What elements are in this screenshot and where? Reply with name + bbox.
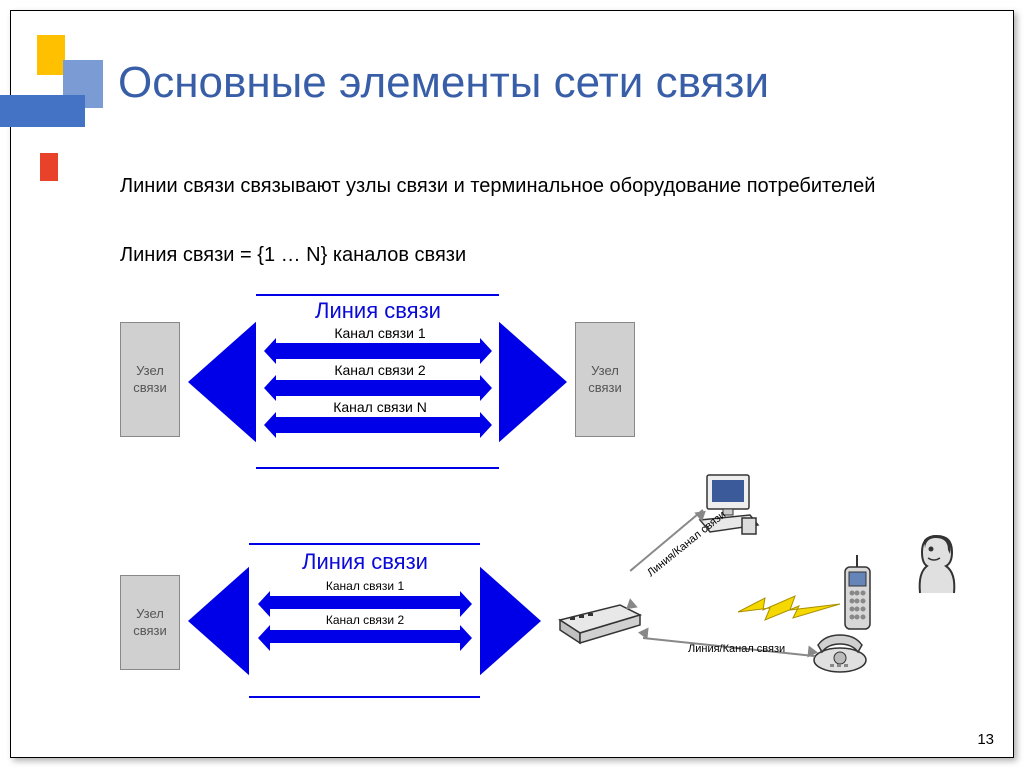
channel-arrow-1-3	[276, 417, 480, 433]
page-number: 13	[977, 731, 994, 748]
arrowhead-4	[807, 646, 818, 659]
channel-label-1-3: Канал связи N	[280, 399, 480, 415]
channel-arrow-2-2	[270, 630, 460, 643]
link-title-1: Линия связи	[258, 298, 498, 324]
channel-arrow-2-1	[270, 596, 460, 609]
channel-label-2-2: Канал связи 2	[270, 613, 460, 627]
deco-red-block	[40, 153, 58, 181]
link-title-2: Линия связи	[250, 549, 480, 575]
person-icon	[900, 518, 970, 598]
big-arrow-left-2	[188, 565, 251, 677]
description-2: Линия связи = {1 … N} каналов связи	[120, 242, 466, 268]
description-1: Линии связи связывают узлы связи и терми…	[120, 173, 900, 199]
channel-label-2-1: Канал связи 1	[270, 579, 460, 593]
channel-label-1-1: Канал связи 1	[280, 325, 480, 341]
big-arrow-left-1	[188, 320, 258, 444]
phone-icon	[810, 630, 870, 678]
deco-blue-large	[0, 95, 85, 127]
big-arrow-right-2	[478, 565, 541, 677]
node-right-1: Узел связи	[575, 322, 635, 437]
lightning-icon	[735, 590, 845, 630]
channel-label-1-2: Канал связи 2	[280, 362, 480, 378]
mobile-icon	[840, 555, 875, 637]
big-arrow-right-1	[497, 320, 567, 444]
node-left-2: Узел связи	[120, 575, 180, 670]
slide-title: Основные элементы сети связи	[118, 58, 769, 108]
channel-arrow-1-1	[276, 343, 480, 359]
node-left-1: Узел связи	[120, 322, 180, 437]
line-label-2: Линия/Канал связи	[688, 643, 785, 655]
deco-yellow-block	[37, 35, 65, 75]
arrowhead-3	[637, 627, 648, 640]
channel-arrow-1-2	[276, 380, 480, 396]
